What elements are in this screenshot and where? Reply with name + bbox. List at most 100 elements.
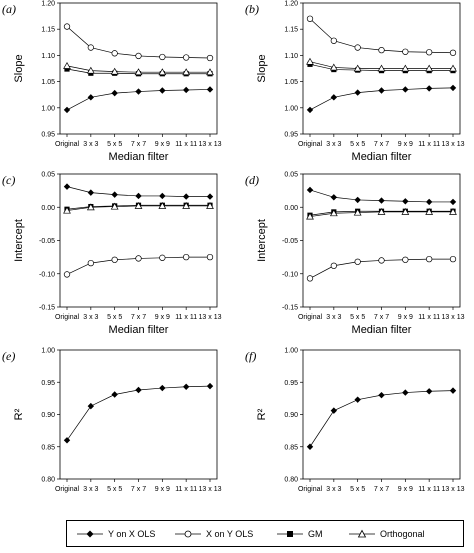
- x-tick-label: 13 x 13: [442, 486, 465, 493]
- legend-item-y-on-x: Y on X OLS: [77, 521, 155, 546]
- data-point: [425, 388, 433, 395]
- x-tick-label: 5 x 5: [107, 486, 122, 493]
- data-point: [378, 391, 385, 399]
- y-axis-label: Intercept: [13, 219, 25, 262]
- data-point: [206, 382, 214, 390]
- data-point: [354, 396, 361, 403]
- data-point: [402, 256, 409, 263]
- x-tick-label: 7 x 7: [374, 314, 389, 321]
- data-point: [63, 61, 71, 69]
- y-tick-label: 0.80: [41, 477, 55, 484]
- y-tick-label: 0.00: [41, 205, 55, 212]
- y-tick-label: 1.20: [41, 1, 55, 8]
- data-point: [449, 49, 457, 56]
- panel-letter: (d): [245, 173, 259, 187]
- y-tick-label: 1.15: [41, 27, 55, 34]
- data-point: [354, 44, 361, 51]
- data-point: [63, 183, 71, 190]
- y-tick-label: 1.00: [284, 348, 298, 355]
- data-point: [182, 193, 190, 200]
- y-tick-label: 1.05: [41, 79, 55, 86]
- data-point: [402, 86, 409, 93]
- data-point: [378, 87, 385, 94]
- data-point: [63, 206, 71, 214]
- x-tick-label: 7 x 7: [131, 141, 146, 148]
- series-line: [309, 390, 454, 447]
- data-point: [330, 37, 337, 44]
- data-point: [86, 66, 95, 74]
- data-point: [182, 86, 190, 94]
- y-tick-label: 0.00: [284, 205, 298, 212]
- y-tick-label: 1.00: [41, 348, 55, 355]
- data-point: [135, 386, 142, 394]
- data-point: [63, 271, 71, 278]
- y-tick-label: -0.05: [39, 238, 55, 245]
- data-point: [135, 192, 142, 200]
- panel-letter: (c): [2, 173, 15, 187]
- x-tick-label: 5 x 5: [107, 141, 122, 148]
- y-tick-label: 0.85: [41, 444, 55, 451]
- panel-a: 0.95 1.00 1.05 1.10 1.15 1.20 Original 3 x 3 5 x…: [2, 1, 222, 164]
- series-orthogonal: [306, 57, 457, 72]
- y-tick-label: 0.80: [284, 477, 298, 484]
- data-point: [378, 47, 385, 54]
- plot-frame: [302, 349, 461, 480]
- data-point: [306, 57, 314, 65]
- x-tick-label: Original: [55, 314, 80, 321]
- panel-letter: (a): [2, 2, 16, 16]
- data-point: [306, 275, 314, 282]
- plot-frame: [302, 173, 461, 308]
- data-point: [425, 85, 433, 92]
- x-tick-label: 11 x 11: [175, 314, 197, 321]
- panel-e: 0.80 0.85 0.90 0.95 1.00 Original 3 x 3 5 x 5 7 …: [2, 348, 222, 494]
- data-point: [329, 63, 338, 71]
- x-tick-label: 9 x 9: [155, 314, 170, 321]
- panel-letter: (e): [2, 349, 15, 363]
- y-tick-label: 1.10: [41, 53, 55, 60]
- data-point: [111, 391, 118, 398]
- x-tick-label: 5 x 5: [107, 314, 122, 321]
- data-point: [353, 208, 362, 216]
- y-tick-label: 1.20: [284, 1, 298, 8]
- x-tick-label: 9 x 9: [155, 486, 170, 493]
- legend-label: X on Y OLS: [206, 528, 254, 539]
- y-tick-label: 0.05: [41, 172, 55, 179]
- y-tick-label: 1.05: [284, 79, 298, 86]
- x-tick-label: 3 x 3: [326, 141, 341, 148]
- x-tick-label: 13 x 13: [199, 314, 222, 321]
- series-r2: [306, 387, 457, 450]
- series-y-on-x-ols: [306, 84, 457, 114]
- data-point: [377, 207, 386, 215]
- data-point: [159, 53, 166, 61]
- y-axis-label: Slope: [13, 54, 25, 82]
- data-point: [449, 387, 457, 394]
- data-point: [354, 258, 361, 265]
- y-tick-label: 0.95: [41, 380, 55, 387]
- data-point: [449, 84, 457, 92]
- panel-f: 0.80 0.85 0.90 0.95 1.00 Original 3 x 3 5 x 5 7 …: [245, 348, 465, 494]
- data-point: [330, 194, 338, 201]
- data-point: [63, 23, 71, 30]
- y-tick-label: -0.15: [39, 305, 55, 312]
- x-tick-label: 7 x 7: [131, 314, 146, 321]
- data-point: [449, 64, 457, 72]
- y-tick-label: 0.90: [284, 412, 298, 419]
- series-x-on-y-ols: [306, 255, 457, 282]
- y-tick-label: 0.90: [41, 412, 55, 419]
- data-point: [87, 259, 94, 267]
- data-point: [134, 202, 143, 209]
- x-axis-label: Median filter: [352, 151, 412, 163]
- data-point: [402, 48, 409, 55]
- series-x-on-y-ols: [63, 253, 214, 278]
- panel-b: 0.95 1.00 1.05 1.10 1.15 1.20 Original 3 x 3 5 x…: [245, 1, 465, 164]
- y-tick-label: 0.95: [41, 132, 55, 139]
- data-point: [86, 203, 95, 211]
- legend-marker-triangle: [349, 529, 375, 537]
- y-tick-label: 0.05: [284, 172, 298, 179]
- data-point: [110, 67, 119, 75]
- data-point: [135, 52, 142, 60]
- data-point: [378, 197, 385, 204]
- x-tick-label: 11 x 11: [418, 141, 440, 148]
- data-point: [206, 253, 214, 261]
